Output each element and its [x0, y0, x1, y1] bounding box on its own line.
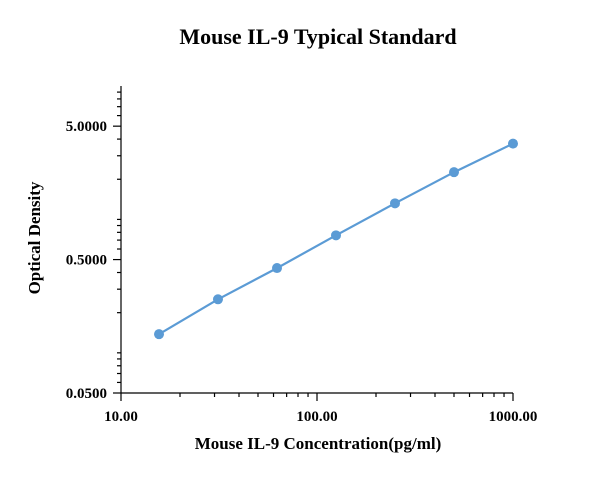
data-point: [212, 294, 223, 305]
y-tick-label: 5.0000: [66, 119, 107, 135]
x-axis-title: Mouse IL-9 Concentration(pg/ml): [195, 434, 441, 453]
axes: [120, 86, 513, 394]
series-layer: [154, 138, 518, 340]
x-tick-label: 10.00: [104, 409, 138, 425]
chart-title: Mouse IL-9 Typical Standard: [179, 24, 456, 49]
ticks: 10.00 100.00 1000.00 0.0500 0.5000 5.0000: [66, 91, 538, 425]
data-point: [330, 230, 341, 241]
data-point: [271, 263, 282, 274]
x-tick-label: 1000.00: [489, 409, 538, 425]
data-point: [448, 167, 459, 178]
data-point: [389, 198, 400, 209]
data-point: [154, 329, 165, 340]
data-point: [508, 138, 518, 149]
y-tick-label: 0.5000: [66, 253, 107, 269]
y-axis-title: Optical Density: [25, 181, 44, 294]
x-tick-label: 100.00: [296, 409, 337, 425]
y-tick-label: 0.0500: [66, 386, 107, 402]
